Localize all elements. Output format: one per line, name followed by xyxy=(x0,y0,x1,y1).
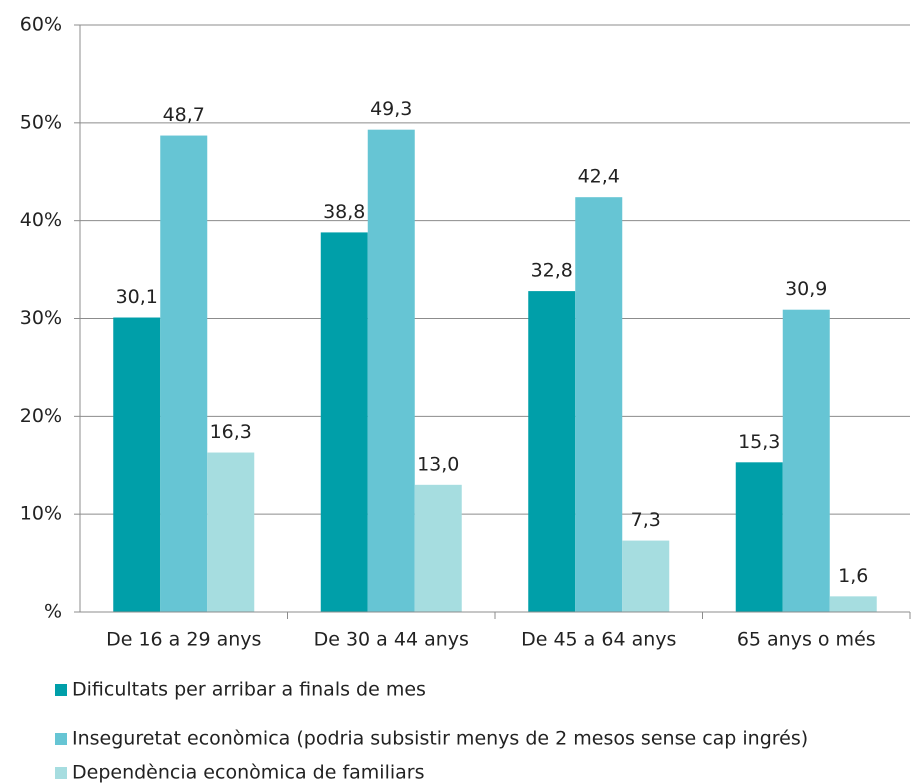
x-tick-label: De 45 a 64 anys xyxy=(521,629,676,651)
x-tick-label: De 16 a 29 anys xyxy=(106,629,261,651)
value-label: 15,3 xyxy=(738,431,780,453)
legend-label: Inseguretat econòmica (podria subsistir … xyxy=(72,728,808,750)
legend-label: Dificultats per arribar a finals de mes xyxy=(72,679,426,701)
value-label: 32,8 xyxy=(531,260,573,282)
legend-label: Dependència econòmica de familiars xyxy=(72,762,424,784)
bar xyxy=(622,540,670,612)
bar xyxy=(782,309,830,612)
value-label: 38,8 xyxy=(323,201,365,223)
y-tick-label: % xyxy=(44,601,62,623)
bar xyxy=(575,197,623,613)
x-tick-label: 65 anys o més xyxy=(737,629,876,651)
y-tick-label: 50% xyxy=(20,111,62,133)
value-label: 30,1 xyxy=(116,286,158,308)
legend-swatch xyxy=(55,684,67,696)
bar xyxy=(160,135,208,612)
bar xyxy=(367,129,415,612)
value-label: 30,9 xyxy=(785,278,827,300)
y-tick-label: 30% xyxy=(20,307,62,329)
y-tick-label: 60% xyxy=(20,14,62,36)
bar xyxy=(414,484,462,612)
bar xyxy=(207,452,255,612)
bar xyxy=(113,317,161,612)
bar xyxy=(528,291,576,612)
x-tick-label: De 30 a 44 anys xyxy=(314,629,469,651)
value-label: 16,3 xyxy=(210,421,252,443)
value-label: 1,6 xyxy=(838,565,868,587)
value-label: 49,3 xyxy=(370,98,412,120)
legend-swatch xyxy=(55,733,67,745)
y-tick-label: 40% xyxy=(20,209,62,231)
bar xyxy=(320,232,368,612)
value-label: 48,7 xyxy=(163,104,205,126)
value-label: 42,4 xyxy=(578,166,620,188)
bar xyxy=(829,596,877,612)
y-tick-label: 10% xyxy=(20,503,62,525)
legend-swatch xyxy=(55,767,67,779)
bar xyxy=(735,462,783,612)
y-tick-label: 20% xyxy=(20,405,62,427)
value-label: 13,0 xyxy=(417,453,459,475)
value-label: 7,3 xyxy=(631,509,661,531)
